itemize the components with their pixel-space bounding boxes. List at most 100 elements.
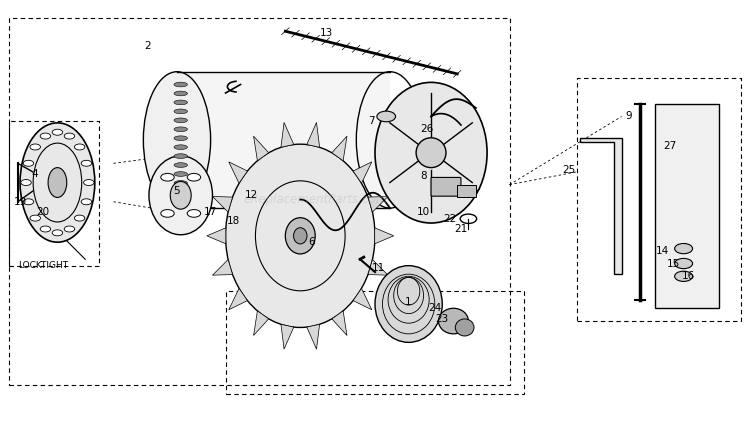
Text: 18: 18: [226, 216, 240, 226]
Polygon shape: [254, 136, 268, 161]
Ellipse shape: [174, 154, 188, 158]
Text: 7: 7: [368, 116, 374, 126]
Ellipse shape: [174, 172, 188, 176]
Ellipse shape: [174, 190, 188, 194]
Text: 17: 17: [204, 207, 218, 218]
Circle shape: [188, 173, 201, 181]
Polygon shape: [368, 260, 388, 275]
Text: eReplacementParts.com: eReplacementParts.com: [243, 193, 387, 206]
Circle shape: [81, 199, 92, 205]
Ellipse shape: [174, 136, 188, 141]
Text: 13: 13: [320, 28, 333, 38]
Polygon shape: [332, 136, 347, 161]
Ellipse shape: [285, 218, 315, 254]
Ellipse shape: [174, 82, 188, 87]
Polygon shape: [281, 324, 294, 349]
Polygon shape: [254, 311, 268, 335]
Ellipse shape: [143, 72, 211, 208]
Circle shape: [23, 199, 34, 205]
Ellipse shape: [226, 144, 375, 327]
Text: 16: 16: [682, 271, 695, 281]
Ellipse shape: [174, 199, 188, 203]
Circle shape: [40, 133, 51, 139]
Circle shape: [188, 210, 201, 217]
Text: 19: 19: [13, 197, 27, 207]
Polygon shape: [375, 228, 394, 244]
Text: 11: 11: [372, 263, 386, 273]
Ellipse shape: [174, 91, 188, 96]
Ellipse shape: [174, 127, 188, 132]
Ellipse shape: [174, 118, 188, 123]
Circle shape: [64, 226, 75, 232]
Polygon shape: [580, 138, 622, 274]
Text: 23: 23: [436, 314, 448, 324]
Ellipse shape: [20, 123, 94, 242]
Text: 15: 15: [668, 259, 680, 269]
Ellipse shape: [293, 228, 307, 244]
Ellipse shape: [149, 156, 212, 235]
Ellipse shape: [375, 82, 487, 223]
Ellipse shape: [455, 319, 474, 336]
Circle shape: [23, 160, 34, 166]
Text: 6: 6: [308, 237, 315, 247]
Polygon shape: [229, 288, 248, 310]
Polygon shape: [656, 104, 718, 308]
Circle shape: [30, 215, 40, 221]
Text: 24: 24: [428, 303, 442, 313]
Ellipse shape: [439, 308, 469, 334]
Polygon shape: [332, 311, 347, 335]
Text: 27: 27: [664, 141, 676, 151]
Text: 25: 25: [562, 165, 576, 175]
Text: 22: 22: [443, 214, 456, 224]
Polygon shape: [212, 260, 232, 275]
Text: 21: 21: [454, 224, 467, 234]
Circle shape: [160, 173, 174, 181]
Text: 9: 9: [626, 112, 632, 121]
FancyBboxPatch shape: [431, 178, 461, 196]
Polygon shape: [212, 196, 232, 212]
Circle shape: [81, 160, 92, 166]
Polygon shape: [207, 228, 226, 244]
Circle shape: [21, 180, 32, 185]
Ellipse shape: [48, 168, 67, 197]
Polygon shape: [229, 162, 248, 183]
Ellipse shape: [174, 100, 188, 105]
FancyBboxPatch shape: [458, 184, 476, 197]
Text: LOCKTIGHT: LOCKTIGHT: [18, 261, 68, 270]
Polygon shape: [177, 72, 390, 208]
Ellipse shape: [376, 111, 395, 122]
Text: 26: 26: [421, 124, 434, 134]
Polygon shape: [353, 288, 372, 310]
Circle shape: [53, 129, 63, 135]
Polygon shape: [307, 324, 320, 349]
Polygon shape: [307, 122, 320, 147]
Text: 4: 4: [32, 169, 38, 179]
Text: 14: 14: [656, 246, 669, 256]
Ellipse shape: [174, 181, 188, 185]
Text: 1: 1: [405, 297, 412, 307]
Ellipse shape: [416, 138, 446, 168]
Ellipse shape: [174, 109, 188, 114]
Text: 10: 10: [417, 207, 430, 218]
Ellipse shape: [174, 145, 188, 149]
Circle shape: [675, 244, 692, 254]
Polygon shape: [281, 122, 294, 147]
Ellipse shape: [375, 266, 442, 342]
Circle shape: [74, 215, 85, 221]
Circle shape: [30, 144, 40, 150]
Text: 20: 20: [36, 207, 49, 218]
Text: 5: 5: [174, 186, 180, 196]
Circle shape: [83, 180, 94, 185]
Ellipse shape: [174, 163, 188, 167]
Text: 12: 12: [245, 190, 258, 200]
Text: 2: 2: [144, 41, 151, 51]
Polygon shape: [368, 196, 388, 212]
Circle shape: [74, 144, 85, 150]
Circle shape: [675, 258, 692, 269]
Polygon shape: [353, 162, 372, 183]
Circle shape: [160, 210, 174, 217]
Circle shape: [53, 230, 63, 236]
Circle shape: [675, 271, 692, 281]
Circle shape: [64, 133, 75, 139]
Ellipse shape: [170, 181, 191, 209]
